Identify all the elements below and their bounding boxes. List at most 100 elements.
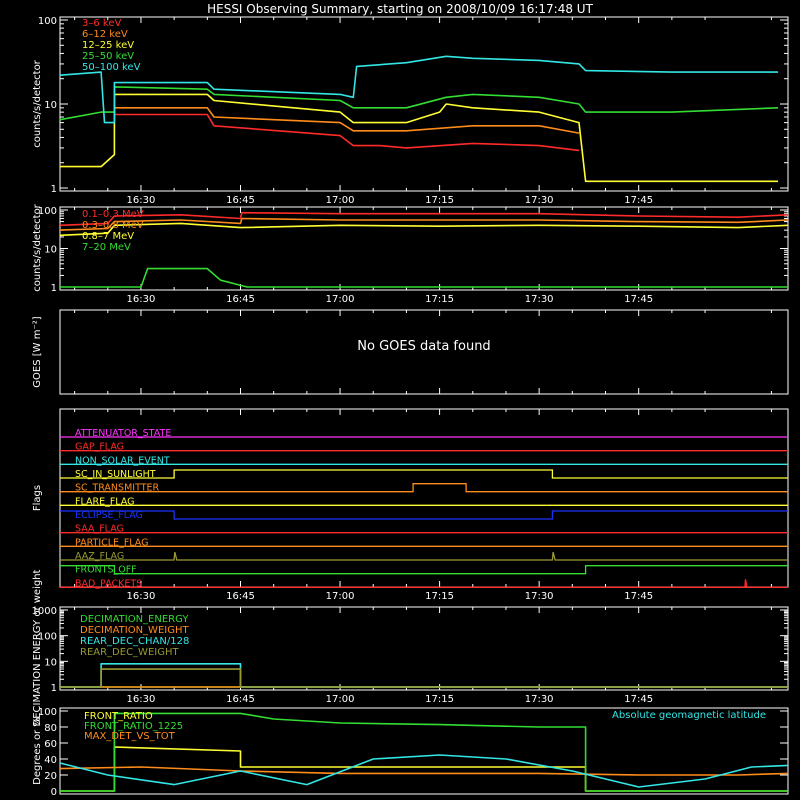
- ytick-label: 0: [51, 787, 57, 798]
- flag-label: SC_TRANSMITTER: [75, 483, 160, 494]
- xtick-label: 17:15: [425, 694, 454, 705]
- yticks-decimation: 1 10 100 1000: [32, 606, 788, 694]
- panel-rate-high: counts/s/detector 1 10 100 16:30 16:45 17:00…: [32, 203, 789, 305]
- legend-entry: FRONT_RATIO_1225: [84, 721, 183, 732]
- xtick-label: 17:45: [624, 591, 653, 602]
- panel-ratio: Degrees or % 0 20 40 60 80 100 FRONT_RATIOFRO…: [32, 707, 789, 798]
- panel-flags: Flags 16:30 16:45 17:00 17:15 17:30 17:45 ATT…: [32, 408, 789, 602]
- xtick-label: 16:45: [226, 694, 255, 705]
- legend-ratio: FRONT_RATIOFRONT_RATIO_1225MAX_DET_VS_TO…: [84, 711, 183, 742]
- series-rate-high: [59, 211, 789, 288]
- ylabel-ratio: Degrees or %: [32, 717, 43, 785]
- xtick-label: 17:00: [326, 591, 355, 602]
- series-line-7-20-mev: [60, 267, 788, 288]
- flag-label: BAD_PACKETS: [75, 578, 142, 589]
- annotation-geomag: Absolute geomagnetic latitude: [612, 710, 766, 721]
- flag-label: ECLIPSE_FLAG: [75, 510, 143, 521]
- legend-entry: FRONT_RATIO: [84, 711, 153, 722]
- legend-entry: REAR_DEC_WEIGHT: [80, 647, 179, 658]
- ytick-label: 80: [44, 723, 57, 734]
- series-rate-low: [59, 55, 779, 183]
- ytick-label: 10: [44, 100, 57, 111]
- series-line-rear-dec-weight: [60, 668, 788, 688]
- series-line-3-6-kev: [114, 113, 580, 152]
- xtick-label: 17:15: [425, 195, 454, 206]
- legend-entry: 7–20 MeV: [82, 242, 131, 253]
- legend-entry: 0.3–0.8 MeV: [82, 220, 144, 231]
- flag-label: SC_IN_SUNLIGHT: [75, 469, 156, 480]
- legend-entry: 0.1–0.3 MeV: [82, 209, 144, 220]
- series-line-absolute-geomagnetic-latitude: [59, 754, 789, 788]
- xtick-label: 17:30: [525, 591, 554, 602]
- series-line-0-1-0-3-mev: [59, 211, 789, 227]
- flag-line-sc-in-sunlight: [60, 469, 788, 479]
- ytick-label: 1: [51, 283, 57, 294]
- ylabel-goes: GOES [W m⁻²]: [32, 316, 43, 387]
- ytick-label: 10: [44, 245, 57, 256]
- xtick-label: 17:45: [624, 694, 653, 705]
- xticks-rate-high: 16:30 16:45 17:00 17:15 17:30 17:45: [74, 207, 772, 305]
- xtick-label: 16:45: [226, 294, 255, 305]
- ylabel-rate-high: counts/s/detector: [32, 203, 43, 291]
- xtick-label: 16:30: [127, 591, 156, 602]
- ytick-label: 1: [51, 184, 57, 195]
- series-decimation: [60, 663, 788, 688]
- ytick-label: 100: [38, 206, 57, 217]
- xtick-label: 16:45: [226, 591, 255, 602]
- xtick-label: 17:00: [326, 294, 355, 305]
- legend-entry: REAR_DEC_CHAN/128: [80, 636, 189, 647]
- series-line-0-3-0-8-mev: [59, 217, 789, 231]
- legend-entry: DECIMATION_ENERGY: [80, 614, 189, 625]
- series-line-front-ratio-1225: [60, 712, 788, 792]
- xtick-label: 17:15: [425, 591, 454, 602]
- flag-label: GAP_FLAG: [75, 442, 124, 453]
- ytick-label: 1000: [32, 606, 57, 617]
- xticks-flags: 16:30 16:45 17:00 17:15 17:30 17:45: [74, 409, 772, 602]
- legend-entry: 25–50 keV: [82, 51, 134, 62]
- xtick-label: 16:30: [127, 294, 156, 305]
- series-flags: ATTENUATOR_STATE GAP_FLAG NON_SOLAR_EVENT S…: [60, 428, 788, 589]
- yticks-rate-low: 1 10 100: [38, 16, 788, 195]
- xtick-label: 17:00: [326, 694, 355, 705]
- ylabel-decimation: DECIMATION ENERGY or weight: [32, 569, 43, 726]
- ytick-label: 100: [38, 16, 57, 27]
- ytick-label: 10: [44, 657, 57, 668]
- series-line-6-12-kev: [114, 107, 580, 134]
- flag-label: NON_SOLAR_EVENT: [75, 455, 170, 466]
- legend-entry: 12–25 keV: [82, 40, 134, 51]
- ytick-label: 100: [38, 707, 57, 718]
- legend-entry: 0.8–7 MeV: [82, 231, 134, 242]
- flag-line-eclipse-flag: [60, 510, 788, 520]
- xtick-label: 17:30: [525, 694, 554, 705]
- ytick-label: 1: [51, 683, 57, 694]
- xtick-label: 17:45: [624, 294, 653, 305]
- series-line-50-100-kev: [59, 55, 778, 124]
- flag-label: AAZ_FLAG: [75, 551, 124, 562]
- flag-line-sc-transmitter: [60, 483, 788, 493]
- xtick-label: 17:30: [525, 195, 554, 206]
- xtick-label: 17:15: [425, 294, 454, 305]
- series-ratio: [59, 712, 789, 792]
- panel-goes: GOES [W m⁻²] No GOES data found: [32, 309, 789, 395]
- panel-rate-low: counts/s/detector 1 10 100 16:30 16:45 17:00…: [32, 16, 789, 206]
- flag-label: FLARE_FLAG: [75, 496, 135, 507]
- figure-title: HESSI Observing Summary, starting on 200…: [207, 2, 593, 16]
- panel-frame: [59, 606, 789, 691]
- legend-entry: MAX_DET_VS_TOT: [84, 731, 176, 742]
- xtick-label: 16:30: [127, 694, 156, 705]
- xticks-goes: [74, 310, 772, 394]
- xtick-label: 16:30: [127, 195, 156, 206]
- xtick-label: 17:30: [525, 294, 554, 305]
- legend-entry: 50–100 keV: [82, 62, 141, 73]
- legend-entry: 3–6 keV: [82, 18, 121, 29]
- flag-label: ATTENUATOR_STATE: [75, 428, 171, 439]
- no-goes-message: No GOES data found: [357, 339, 490, 354]
- flag-line-aaz-flag: [60, 551, 788, 561]
- legend-entry: 6–12 keV: [82, 29, 128, 40]
- ytick-label: 60: [44, 739, 57, 750]
- series-line-0-8-7-mev: [59, 222, 789, 237]
- flag-label: FRONTS_OFF: [75, 565, 137, 576]
